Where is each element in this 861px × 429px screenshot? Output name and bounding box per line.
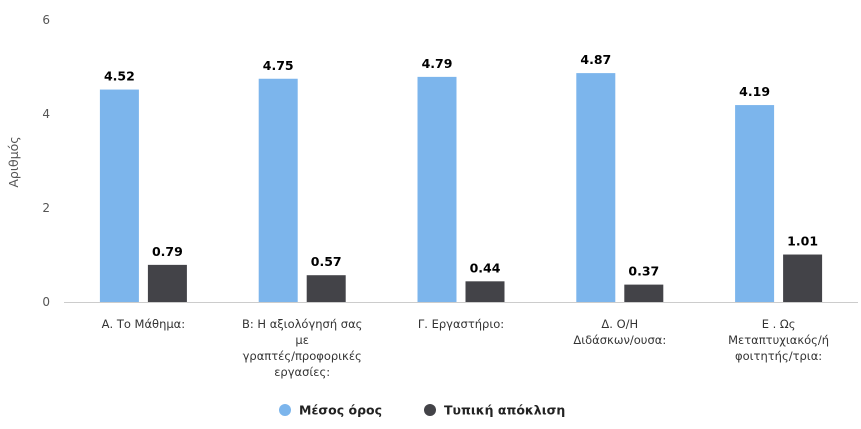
x-axis-category-labels: Α. Το Μάθημα: Β: Η αξιολόγησή σας με γραπτέ… (102, 317, 829, 379)
legend-item-std-dev[interactable]: Τυπική απόκλιση (424, 403, 565, 418)
bar-mean[interactable] (258, 78, 298, 302)
legend-item-mean[interactable]: Μέσος όρος (279, 403, 382, 418)
bar-mean[interactable] (99, 89, 139, 302)
y-tick-label: 0 (42, 295, 50, 309)
bar-std-dev[interactable] (147, 264, 187, 302)
data-labels-group: 4.52 0.79 4.75 0.57 4.79 0.44 4.87 0.37 4.19 1.01 (104, 52, 818, 278)
legend-label: Μέσος όρος (299, 403, 382, 418)
bar-std-dev[interactable] (465, 281, 505, 302)
category-label: εργασίες: (274, 365, 330, 379)
data-label: 4.87 (580, 52, 611, 67)
y-axis-tick-labels: 0 2 4 6 (42, 13, 50, 309)
bars-group[interactable] (99, 73, 823, 303)
category-label: Μεταπτυχιακός/ή (728, 333, 829, 347)
bar-mean[interactable] (576, 73, 616, 302)
data-label: 0.37 (628, 264, 659, 279)
category-label: φοιτητής/τρια: (735, 349, 822, 363)
data-label: 0.44 (470, 260, 501, 275)
y-tick-label: 4 (42, 107, 50, 121)
legend-marker (279, 404, 291, 416)
category-label: Διδάσκων/ουσα: (573, 333, 666, 347)
bar-mean[interactable] (735, 105, 775, 302)
bar-mean[interactable] (417, 76, 457, 303)
bar-std-dev[interactable] (624, 284, 664, 302)
y-tick-label: 2 (42, 201, 50, 215)
data-label: 4.75 (263, 58, 294, 73)
data-label: 1.01 (787, 234, 818, 249)
category-label: γραπτές/προφορικές (243, 349, 362, 363)
category-label: Ε . Ως (762, 317, 796, 331)
y-tick-label: 6 (42, 13, 50, 27)
bar-std-dev[interactable] (783, 254, 823, 302)
data-label: 4.19 (739, 84, 770, 99)
data-label: 0.57 (311, 254, 342, 269)
legend-label: Τυπική απόκλιση (444, 403, 565, 418)
bar-std-dev[interactable] (306, 275, 346, 302)
legend-marker (424, 404, 436, 416)
data-label: 4.79 (422, 56, 453, 71)
category-label: Α. Το Μάθημα: (102, 317, 186, 331)
data-label: 4.52 (104, 69, 135, 84)
category-label: με (295, 333, 309, 347)
y-axis-title: Αριθμός (6, 136, 21, 187)
data-label: 0.79 (152, 244, 183, 259)
category-label: Δ. Ο/Η (601, 317, 638, 331)
legend[interactable]: Μέσος όρος Τυπική απόκλιση (279, 403, 565, 418)
category-label: Β: Η αξιολόγησή σας (242, 317, 362, 331)
category-label: Γ. Εργαστήριο: (418, 317, 504, 331)
